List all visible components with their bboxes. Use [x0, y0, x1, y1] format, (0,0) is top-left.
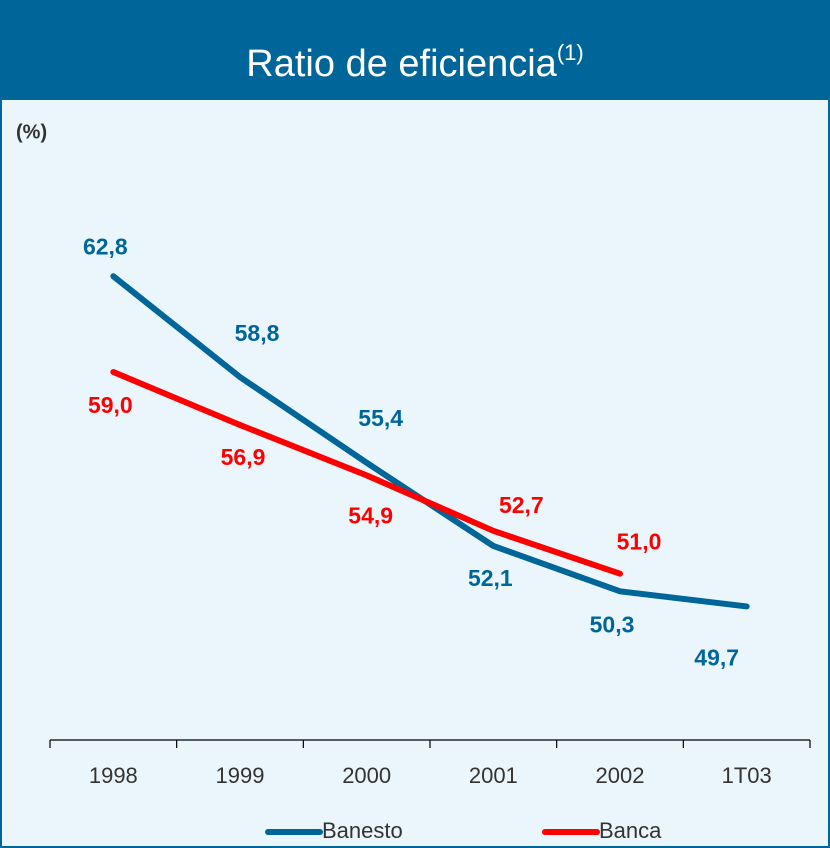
title-note: (1) [557, 40, 584, 65]
data-label: 49,7 [694, 645, 739, 671]
data-label: 50,3 [590, 611, 635, 637]
x-tick-label: 2001 [469, 763, 518, 788]
legend-label: Banesto [322, 818, 403, 843]
data-label: 51,0 [617, 529, 662, 555]
x-tick-label: 1T03 [722, 763, 772, 788]
series-line [110, 369, 623, 577]
x-tick-label: 1998 [89, 763, 138, 788]
data-label: 52,1 [468, 565, 513, 591]
data-label: 58,8 [235, 320, 280, 346]
data-label: 59,0 [88, 392, 133, 418]
legend-label: Banca [599, 818, 662, 843]
data-label: 62,8 [83, 233, 128, 259]
x-tick-label: 2000 [342, 763, 391, 788]
plot-background [2, 100, 828, 846]
data-label: 54,9 [348, 502, 393, 528]
y-axis-label: (%) [16, 121, 47, 143]
chart-title: Ratio de eficiencia(1) [246, 40, 583, 85]
data-label: 56,9 [221, 444, 266, 470]
data-label: 55,4 [358, 405, 403, 431]
title-text: Ratio de eficiencia [246, 43, 557, 85]
x-tick-label: 1999 [216, 763, 265, 788]
x-tick-label: 2002 [596, 763, 645, 788]
data-label: 52,7 [499, 492, 544, 518]
